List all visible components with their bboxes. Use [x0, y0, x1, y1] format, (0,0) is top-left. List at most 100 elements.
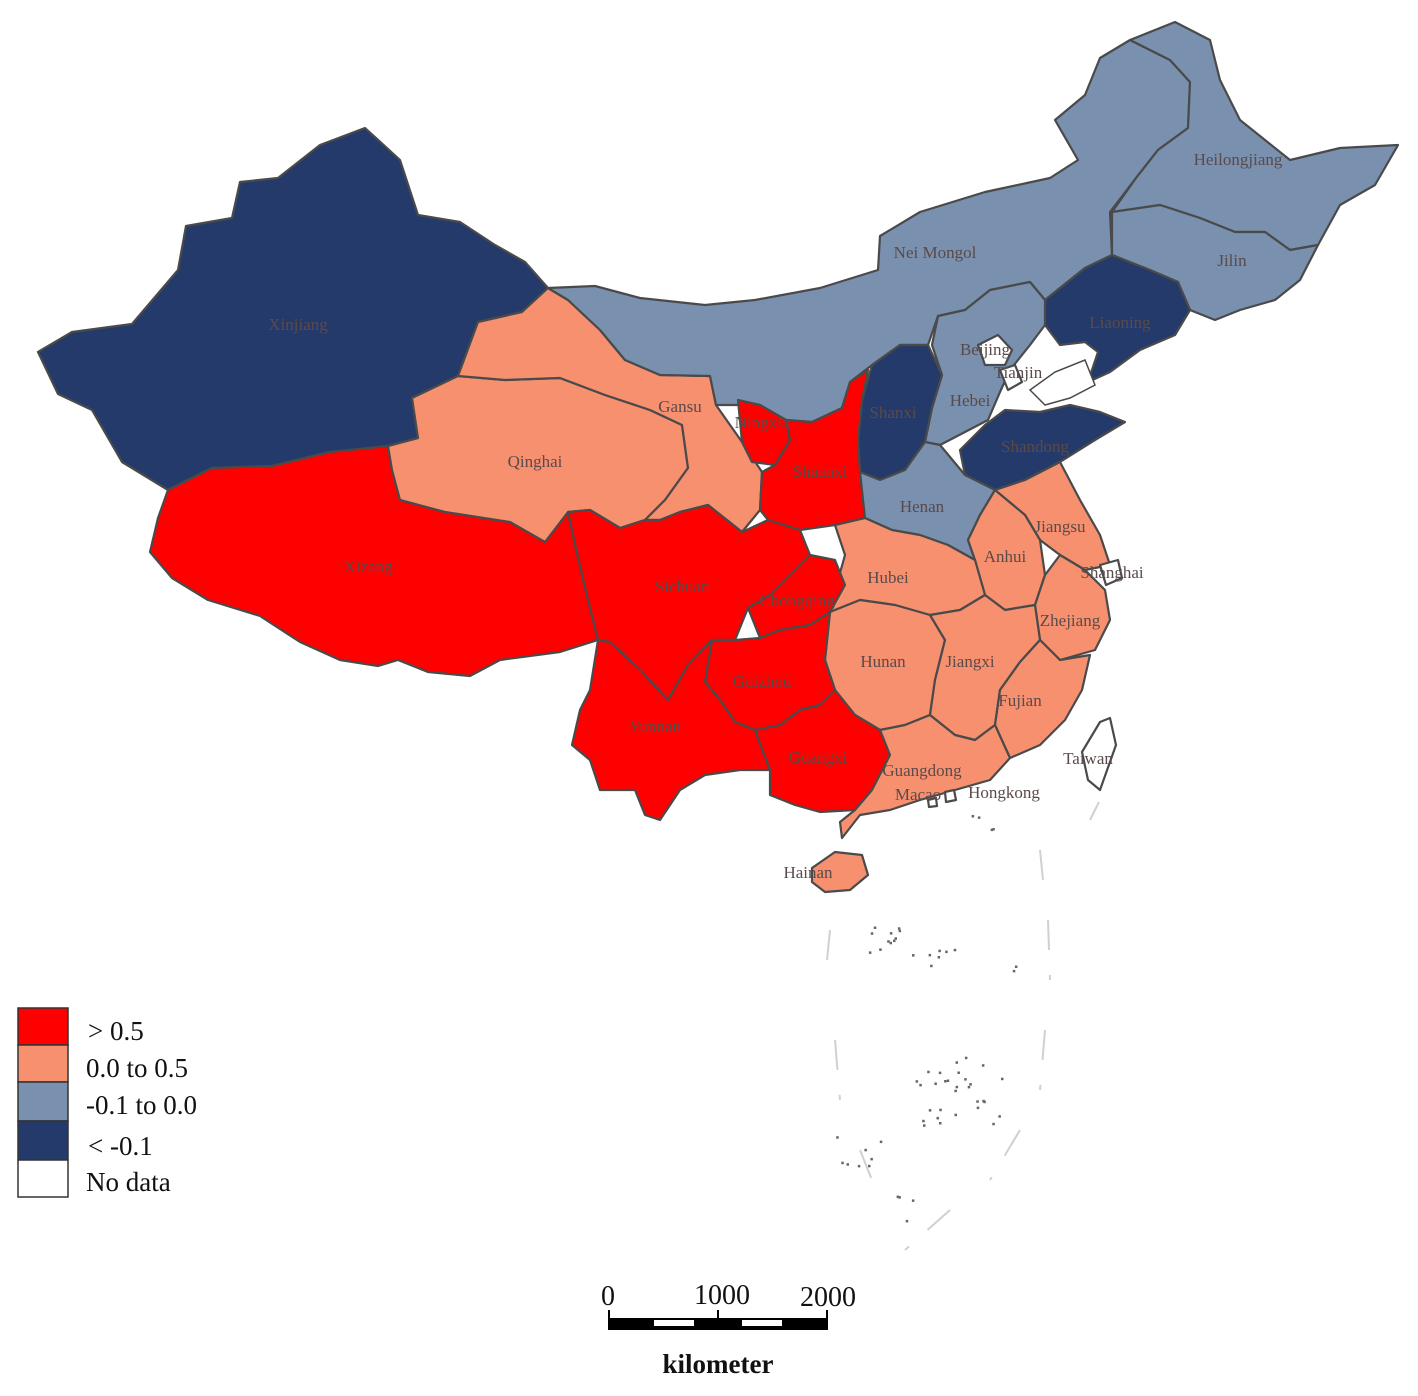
island [992, 828, 995, 831]
island [911, 1199, 915, 1202]
island [934, 1082, 937, 1085]
island [937, 956, 941, 959]
legend-swatch-0-0-5 [17, 1044, 69, 1083]
island [896, 1195, 900, 1199]
islands [836, 815, 1018, 1223]
label-guangdong: Guangdong [882, 761, 962, 780]
province-taiwan[interactable] [1080, 716, 1118, 792]
island [870, 1157, 873, 1161]
label-hainan: Hainan [783, 863, 833, 882]
island [922, 1119, 925, 1123]
province-beijing[interactable] [976, 333, 1014, 367]
province-shanghai[interactable] [1098, 558, 1124, 587]
scale-tick-label-0: 0 [601, 1281, 615, 1312]
legend-swatch-no-data [17, 1159, 69, 1198]
legend-label-lt-neg0-1: < -0.1 [88, 1131, 153, 1161]
island [905, 1219, 909, 1223]
label-hongkong: Hongkong [968, 783, 1040, 802]
island [1012, 969, 1016, 973]
label-heilongjiang: Heilongjiang [1194, 150, 1283, 169]
island [944, 1080, 947, 1083]
island [923, 1124, 926, 1127]
nine-dash-line-4 [989, 1129, 1021, 1181]
label-hunan: Hunan [860, 652, 906, 671]
island [897, 927, 901, 930]
island [879, 1140, 883, 1144]
label-hubei: Hubei [867, 568, 909, 587]
island [998, 1115, 1001, 1118]
nine-dash-line-9 [1089, 799, 1101, 821]
province-macao[interactable] [926, 796, 939, 809]
island [868, 1164, 871, 1168]
island [967, 1085, 971, 1089]
province-guangdong[interactable] [838, 713, 1012, 840]
label-jiangsu: Jiangsu [1035, 517, 1087, 536]
scale-tick-label-1000: 1000 [694, 1280, 750, 1311]
label-yunnan: Yunnan [629, 717, 681, 736]
island [887, 940, 890, 943]
label-shaanxi: Shaanxi [793, 462, 848, 481]
label-jilin: Jilin [1217, 251, 1247, 270]
legend-label-neg0-1-0: -0.1 to 0.0 [86, 1090, 197, 1120]
island [953, 948, 957, 952]
label-macao: Macao [895, 785, 941, 804]
provinces-layer [36, 20, 1400, 894]
island [864, 1148, 867, 1152]
island [939, 1108, 942, 1112]
island [946, 1079, 950, 1082]
island [868, 951, 872, 954]
island [915, 1080, 919, 1083]
nine-dash-line-7 [834, 1039, 841, 1101]
label-tianjin: Tianjin [994, 363, 1043, 382]
island [938, 949, 941, 953]
island [894, 937, 897, 940]
island [955, 1085, 959, 1089]
province-hongkong[interactable] [943, 788, 958, 804]
bohai-sea [1028, 359, 1096, 406]
island [971, 815, 975, 818]
island [990, 828, 994, 832]
nine-dash-line-6 [824, 929, 831, 981]
island [836, 1136, 839, 1139]
island [1014, 965, 1018, 968]
label-hebei: Hebei [950, 391, 991, 410]
legend-label-no-data: No data [86, 1167, 171, 1197]
legend-swatch-lt-neg0-1 [17, 1120, 69, 1161]
island [954, 1113, 957, 1117]
south-china-sea-inset [824, 799, 1101, 1251]
scale-bar-segment [742, 1320, 782, 1326]
island [945, 950, 948, 954]
island [977, 816, 981, 819]
island [898, 1196, 901, 1199]
island [969, 1083, 972, 1086]
label-qinghai: Qinghai [508, 452, 563, 471]
label-guizhou: Guizhou [733, 672, 792, 691]
island [955, 1061, 958, 1064]
island [976, 1100, 979, 1103]
island [964, 1056, 968, 1060]
legend: > 0.5 0.0 to 0.5 -0.1 to 0.0 < -0.1 No d… [17, 1007, 197, 1198]
label-neimongol: Nei Mongol [894, 243, 977, 262]
label-henan: Henan [900, 497, 945, 516]
island [889, 941, 892, 945]
island [928, 953, 932, 957]
scale-unit-label: kilometer [663, 1349, 774, 1379]
island [981, 1064, 985, 1067]
island [870, 932, 874, 935]
province-fujian[interactable] [993, 638, 1092, 760]
label-shanxi: Shanxi [869, 403, 917, 422]
label-taiwan: Taiwan [1063, 749, 1113, 768]
island [841, 1161, 844, 1165]
scale-bar-segment [654, 1320, 694, 1326]
province-liaoning[interactable] [1043, 253, 1192, 384]
label-sichuan: Sichuan [655, 577, 710, 596]
legend-swatch-neg0-1-0 [17, 1081, 69, 1122]
province-tianjin[interactable] [998, 363, 1024, 392]
nine-dash-line-5 [904, 1209, 951, 1251]
island [954, 1089, 957, 1093]
province-yunnan[interactable] [570, 638, 772, 822]
island [930, 964, 933, 968]
label-xinjiang: Xinjiang [268, 315, 328, 334]
province-hainan[interactable] [810, 850, 870, 894]
island [976, 1106, 980, 1110]
